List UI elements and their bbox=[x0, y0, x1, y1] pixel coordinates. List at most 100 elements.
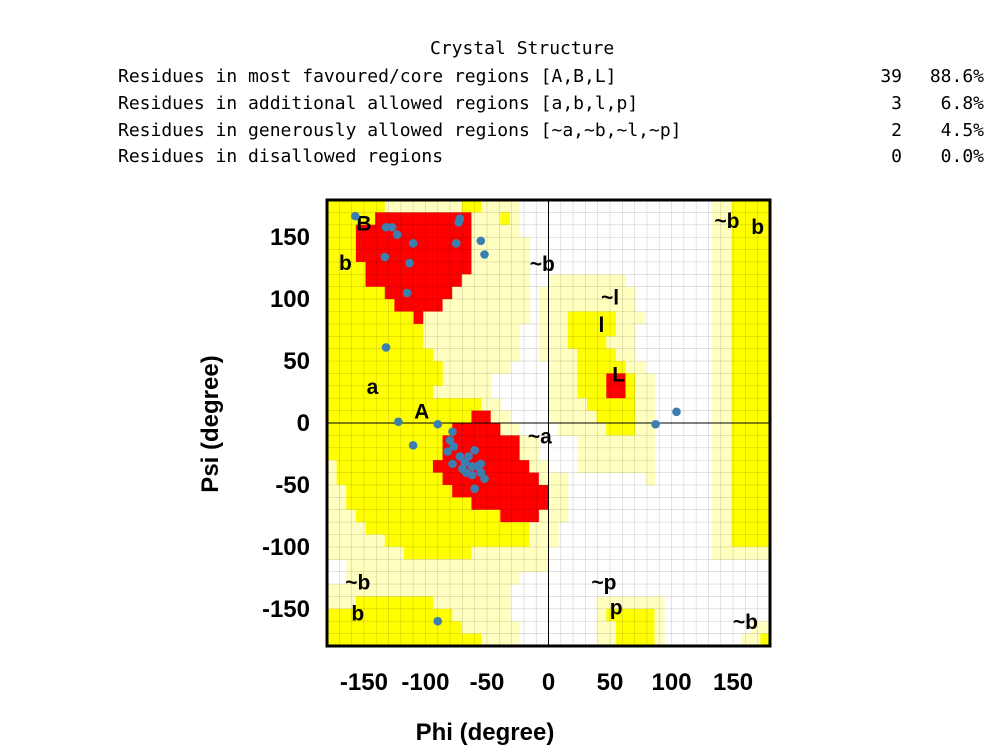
region-cell bbox=[481, 274, 492, 288]
region-cell bbox=[731, 299, 742, 313]
region-cell bbox=[384, 261, 396, 275]
region-cell bbox=[471, 584, 482, 598]
region-cell bbox=[461, 484, 473, 498]
region-cell bbox=[741, 398, 752, 412]
region-cell bbox=[365, 336, 376, 350]
region-cell bbox=[741, 212, 752, 226]
region-cell bbox=[404, 596, 415, 610]
region-cell bbox=[741, 286, 752, 300]
stat-percent: 0.0% bbox=[940, 146, 984, 167]
region-cell bbox=[336, 286, 347, 300]
region-cell bbox=[731, 435, 742, 449]
region-cell bbox=[461, 608, 473, 622]
region-cell bbox=[567, 299, 578, 313]
region-cell bbox=[461, 249, 473, 263]
region-cell bbox=[625, 596, 636, 610]
region-cell bbox=[394, 274, 405, 288]
region-cell bbox=[365, 522, 376, 536]
region-cell bbox=[452, 633, 463, 647]
region-cell bbox=[721, 423, 733, 436]
region-cell bbox=[413, 559, 424, 573]
region-cell bbox=[327, 534, 338, 548]
stat-label: Residues in generously allowed regions [… bbox=[118, 120, 682, 141]
region-cell bbox=[375, 410, 386, 424]
region-cell bbox=[327, 509, 338, 523]
region-cell bbox=[644, 385, 656, 399]
region-cell bbox=[413, 385, 424, 399]
residue-point bbox=[394, 417, 403, 427]
region-cell bbox=[355, 361, 367, 375]
region-cell bbox=[355, 559, 367, 573]
region-cell bbox=[577, 410, 588, 424]
region-cell bbox=[365, 447, 376, 461]
region-cell bbox=[442, 261, 453, 275]
region-cell bbox=[394, 522, 405, 536]
region-cell bbox=[413, 410, 424, 424]
region-cell bbox=[760, 534, 771, 548]
region-cell bbox=[394, 447, 405, 461]
structure-title: Crystal Structure bbox=[430, 38, 615, 59]
region-cell bbox=[336, 534, 347, 548]
region-cell bbox=[365, 423, 376, 436]
region-cell bbox=[490, 224, 501, 238]
region-cell bbox=[432, 323, 444, 337]
region-cell bbox=[760, 336, 771, 350]
region-cell bbox=[394, 435, 405, 449]
region-cell bbox=[346, 484, 357, 498]
region-cell bbox=[423, 435, 434, 449]
region-cell bbox=[442, 596, 453, 610]
region-cell bbox=[461, 410, 473, 424]
region-cell bbox=[509, 323, 521, 337]
region-cell bbox=[336, 212, 347, 226]
region-cell bbox=[375, 584, 386, 598]
region-cell bbox=[606, 274, 617, 288]
region-cell bbox=[432, 546, 444, 560]
region-cell bbox=[558, 423, 569, 436]
region-cell bbox=[336, 584, 347, 598]
region-cell bbox=[750, 286, 761, 300]
region-cell bbox=[741, 224, 752, 238]
region-cell bbox=[452, 509, 463, 523]
region-cell bbox=[712, 224, 723, 238]
region-cell bbox=[442, 373, 453, 387]
region-cell bbox=[500, 336, 511, 350]
region-cell bbox=[432, 286, 444, 300]
region-cell bbox=[452, 286, 463, 300]
region-cell bbox=[750, 447, 761, 461]
region-cell bbox=[452, 534, 463, 548]
region-cell bbox=[490, 584, 501, 598]
residue-point bbox=[470, 484, 479, 493]
region-cell bbox=[587, 361, 598, 375]
region-cell bbox=[471, 633, 482, 647]
residue-point bbox=[433, 419, 443, 429]
region-cell bbox=[750, 509, 761, 523]
region-cell bbox=[644, 596, 656, 610]
region-cell bbox=[721, 522, 733, 536]
region-cell bbox=[355, 261, 367, 275]
region-cell bbox=[375, 509, 386, 523]
residue-point bbox=[480, 474, 489, 484]
region-cell bbox=[481, 497, 492, 511]
region-cell bbox=[481, 212, 492, 226]
region-cell bbox=[481, 522, 492, 536]
region-cell bbox=[606, 398, 617, 412]
region-cell bbox=[423, 249, 434, 263]
region-cell bbox=[587, 385, 598, 399]
region-cell bbox=[481, 571, 492, 585]
region-cell bbox=[346, 311, 357, 325]
region-cell bbox=[327, 621, 338, 635]
region-cell bbox=[375, 212, 386, 226]
region-cell bbox=[432, 571, 444, 585]
region-cell bbox=[625, 410, 636, 424]
region-cell bbox=[615, 423, 627, 436]
region-cell bbox=[750, 224, 761, 238]
region-cell bbox=[404, 546, 415, 560]
region-cell bbox=[452, 200, 463, 213]
region-cell bbox=[336, 237, 347, 251]
region-cell bbox=[625, 336, 636, 350]
region-labels: Bb a A ~b ~l l L ~a ~b b ~pp ~b b ~b bbox=[339, 210, 764, 634]
region-cell bbox=[365, 274, 376, 288]
region-cell bbox=[432, 261, 444, 275]
region-cell bbox=[423, 584, 434, 598]
y-tick-label: 100 bbox=[270, 286, 310, 313]
